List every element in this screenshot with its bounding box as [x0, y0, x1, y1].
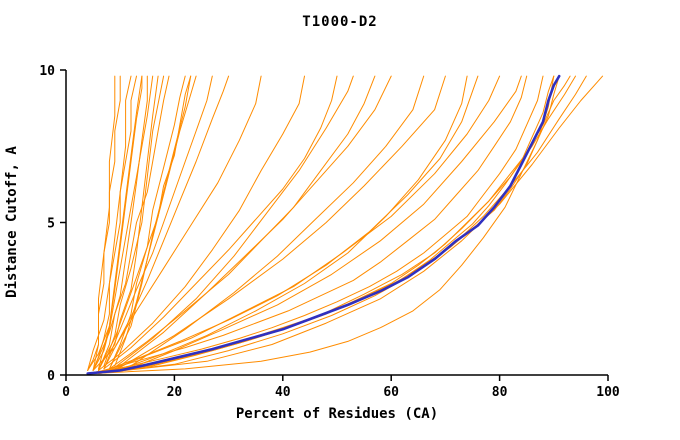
x-axis-label: Percent of Residues (CA)	[236, 406, 438, 422]
model-curve	[98, 75, 604, 374]
model-curve	[92, 75, 137, 371]
y-tick-label: 5	[47, 217, 55, 232]
model-curve	[114, 75, 197, 367]
model-curve	[92, 75, 576, 374]
model-curve	[92, 75, 555, 374]
model-curve	[92, 75, 392, 374]
model-curve	[87, 75, 528, 374]
model-curves-group	[86, 74, 604, 375]
model-curve	[87, 75, 121, 371]
model-curve	[108, 75, 186, 370]
y-tick-label: 10	[39, 64, 55, 79]
model-curve	[98, 75, 305, 371]
model-curve	[98, 75, 587, 374]
x-tick-label: 100	[596, 385, 620, 400]
model-curve	[92, 75, 425, 374]
model-curve	[87, 75, 555, 374]
model-curve	[92, 75, 262, 371]
model-curve	[92, 75, 446, 374]
chart-title: T1000-D2	[302, 14, 377, 30]
model-curve	[92, 75, 148, 371]
x-tick-label: 20	[167, 385, 183, 400]
model-curve	[87, 75, 544, 374]
model-curve	[108, 75, 376, 370]
model-curve	[92, 75, 522, 374]
model-curve	[103, 75, 338, 370]
model-curve	[87, 75, 143, 371]
model-curve	[114, 75, 354, 368]
x-tick-label: 60	[383, 385, 399, 400]
model-curve	[92, 75, 116, 371]
model-curve	[108, 75, 192, 370]
x-tick-label: 40	[275, 385, 291, 400]
model-curve	[92, 75, 501, 374]
y-axis-label: Distance Cutoff, A	[4, 146, 20, 298]
axes	[60, 69, 609, 381]
model-curve	[98, 75, 159, 371]
x-tick-label: 80	[492, 385, 508, 400]
model-curve	[103, 75, 230, 370]
y-tick-label: 0	[47, 369, 55, 384]
x-tick-label: 0	[62, 385, 70, 400]
model-curve	[103, 75, 165, 367]
model-curve	[92, 75, 479, 374]
model-curve	[103, 75, 213, 370]
model-curve	[98, 75, 170, 371]
model-curve	[87, 75, 132, 371]
highlight-curve	[86, 74, 561, 375]
model-curve	[92, 75, 571, 374]
tick-labels: 0 20 40 60 80 100 0 5 10	[39, 64, 620, 400]
